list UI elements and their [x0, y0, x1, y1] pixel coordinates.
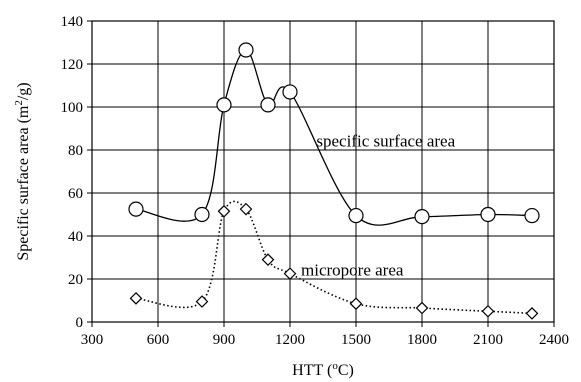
series-line-1	[135, 49, 533, 226]
x-tick-label: 1800	[407, 332, 437, 348]
y-tick-label: 140	[61, 14, 84, 30]
x-tick-label: 1200	[275, 332, 305, 348]
y-tick-label: 80	[68, 143, 83, 159]
circle-marker	[128, 201, 144, 217]
diamond-marker	[283, 267, 297, 280]
circle-marker	[348, 207, 364, 224]
x-tick-label: 1500	[341, 332, 371, 348]
circle-marker	[194, 206, 210, 223]
series-layer	[128, 42, 540, 320]
circle-marker	[282, 84, 298, 100]
x-axis-label: HTT (oC)	[292, 360, 354, 379]
x-tick-label: 600	[147, 332, 170, 348]
series-annotation: micropore area	[301, 260, 404, 279]
x-tick-label: 900	[213, 332, 236, 348]
y-tick-label: 120	[61, 57, 84, 73]
diamond-marker	[129, 292, 143, 305]
diamond-marker	[261, 253, 275, 266]
grid	[91, 20, 555, 323]
x-tick-label: 300	[81, 332, 104, 348]
y-tick-label: 20	[68, 272, 83, 288]
diamond-marker	[195, 295, 209, 308]
axes	[87, 20, 555, 327]
y-tick-label: 0	[76, 315, 84, 331]
diamond-marker	[525, 307, 539, 320]
text-layer: 300 600 900 1200 1500 1800 2100 2400 0 20 40 60 80 10…	[13, 14, 569, 379]
diamond-marker	[217, 204, 231, 218]
series-annotation: specific surface area	[316, 131, 455, 150]
y-tick-label: 100	[61, 100, 84, 116]
diamond-marker	[349, 297, 363, 311]
y-tick-label: 40	[68, 229, 83, 245]
y-tick-label: 60	[68, 186, 83, 202]
circle-marker	[480, 206, 496, 223]
diamond-marker	[415, 301, 429, 315]
plot-frame	[91, 20, 555, 323]
diamond-marker	[239, 202, 253, 216]
series-line-2	[135, 200, 533, 315]
circle-marker	[216, 97, 232, 113]
circle-marker	[238, 42, 254, 58]
diamond-marker	[481, 304, 495, 318]
x-tick-label: 2400	[539, 332, 569, 348]
y-axis-label: Specific surface area (m2/g)	[13, 82, 32, 260]
circle-marker	[414, 209, 430, 225]
circle-marker	[260, 97, 276, 113]
x-tick-label: 2100	[473, 332, 503, 348]
circle-marker	[524, 207, 540, 224]
